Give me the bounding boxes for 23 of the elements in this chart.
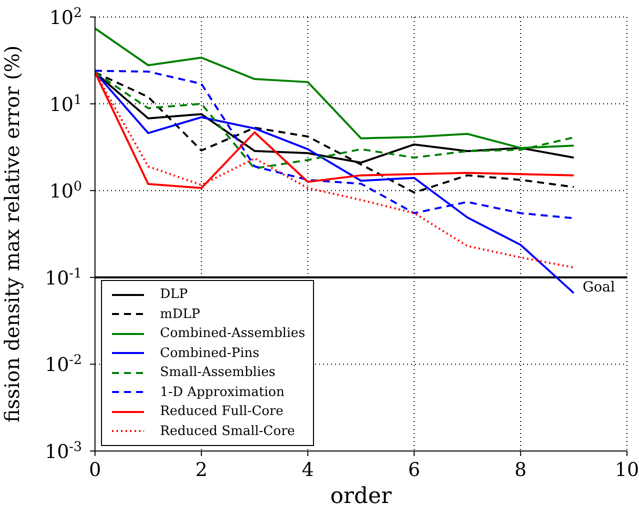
- x-axis-title: order: [330, 484, 392, 507]
- y-tick-label: 10$^{1}$: [49, 92, 82, 116]
- legend-label: 1-D Approximation: [160, 384, 284, 400]
- ref-line-label: Goal: [582, 279, 616, 296]
- legend-label: Reduced Small-Core: [160, 424, 295, 439]
- x-tick-label: 2: [195, 459, 208, 481]
- x-tick-label: 0: [88, 459, 102, 481]
- legend-label: Combined-Assemblies: [160, 326, 306, 342]
- x-tick-label: 6: [408, 459, 420, 481]
- x-tick-label: 4: [302, 459, 314, 481]
- legend-label: Reduced Full-Core: [160, 404, 284, 420]
- y-axis-title: fission density max relative error (%): [0, 45, 24, 423]
- y-tick-label: 10$^{-3}$: [44, 440, 82, 463]
- y-tick-label: 10$^{-1}$: [44, 266, 82, 290]
- legend-label: Combined-Pins: [160, 346, 260, 361]
- y-tick-label: 10$^{0}$: [49, 179, 82, 203]
- legend-label: mDLP: [160, 306, 200, 322]
- x-tick-label: 8: [514, 459, 527, 481]
- x-tick-label: 10: [614, 459, 639, 481]
- y-tick-label: 10$^{2}$: [49, 6, 82, 29]
- legend-label: Small-Assemblies: [160, 365, 276, 380]
- y-tick-label: 10$^{-2}$: [44, 352, 82, 376]
- legend-label: DLP: [160, 287, 188, 302]
